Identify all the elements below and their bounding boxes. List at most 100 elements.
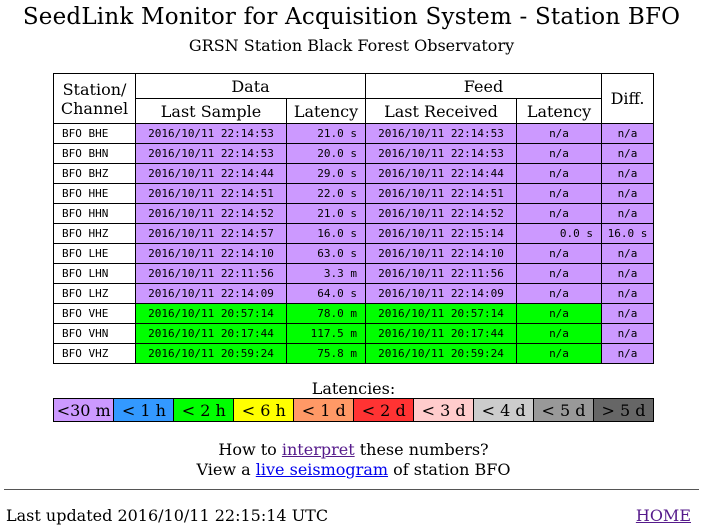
station-cell: BFO BHE [53, 123, 136, 144]
text: these numbers? [354, 440, 489, 459]
diff-cell: n/a [601, 343, 654, 364]
last-sample-cell: 2016/10/11 22:14:44 [135, 163, 287, 184]
help-links: How to interpret these numbers? View a l… [0, 440, 703, 480]
legend-item: < 3 d [413, 398, 475, 422]
last-sample-cell: 2016/10/11 20:17:44 [135, 323, 287, 344]
last-received-cell: 2016/10/11 22:14:44 [365, 163, 517, 184]
last-received-cell: 2016/10/11 22:14:53 [365, 123, 517, 144]
diff-cell: n/a [601, 143, 654, 164]
last-updated: Last updated 2016/10/11 22:15:14 UTC [6, 506, 329, 525]
diff-cell: n/a [601, 163, 654, 184]
table-row: BFO LHE 2016/10/11 22:14:10 63.0 s 2016/10/… [53, 243, 654, 264]
table-row: BFO LHN 2016/10/11 22:11:56 3.3 m 2016/10/1… [53, 263, 654, 284]
last-sample-cell: 2016/10/11 22:14:53 [135, 143, 287, 164]
last-sample-cell: 2016/10/11 20:59:24 [135, 343, 287, 364]
station-cell: BFO HHZ [53, 223, 136, 244]
legend-item: < 4 d [473, 398, 535, 422]
latency-cell: 29.0 s [286, 163, 366, 184]
text: View a [196, 460, 256, 479]
latency-cell: 75.8 m [286, 343, 366, 364]
last-sample-cell: 2016/10/11 22:14:57 [135, 223, 287, 244]
last-received-cell: 2016/10/11 20:59:24 [365, 343, 517, 364]
last-sample-cell: 2016/10/11 22:14:53 [135, 123, 287, 144]
interpret-link[interactable]: interpret [281, 440, 355, 459]
header-feed: Feed [365, 73, 602, 99]
feed-latency-cell: n/a [516, 343, 602, 364]
header-last-received: Last Received [365, 98, 517, 124]
diff-cell: n/a [601, 123, 654, 144]
divider [4, 489, 699, 490]
page-subtitle: GRSN Station Black Forest Observatory [188, 36, 515, 55]
diff-cell: n/a [601, 323, 654, 344]
last-received-cell: 2016/10/11 22:14:09 [365, 283, 517, 304]
last-sample-cell: 2016/10/11 22:11:56 [135, 263, 287, 284]
latency-table: Station/Channel Data Feed Diff. Last Sam… [53, 73, 654, 364]
last-received-cell: 2016/10/11 22:14:10 [365, 243, 517, 264]
latency-cell: 22.0 s [286, 183, 366, 204]
station-cell: BFO HHN [53, 203, 136, 224]
diff-cell: n/a [601, 183, 654, 204]
last-received-cell: 2016/10/11 20:57:14 [365, 303, 517, 324]
feed-latency-cell: n/a [516, 143, 602, 164]
latency-cell: 20.0 s [286, 143, 366, 164]
last-received-cell: 2016/10/11 20:17:44 [365, 323, 517, 344]
diff-cell: n/a [601, 263, 654, 284]
latency-cell: 78.0 m [286, 303, 366, 324]
latency-legend: <30 m < 1 h < 2 h < 6 h < 1 d < 2 d < 3 d < 4 d… [52, 398, 654, 422]
header-feed-latency: Latency [516, 98, 602, 124]
text: of station BFO [388, 460, 511, 479]
legend-item: < 2 d [353, 398, 415, 422]
header-latency: Latency [286, 98, 366, 124]
legend-item: < 6 h [233, 398, 295, 422]
table-row: BFO VHN 2016/10/11 20:17:44 117.5 m 2016/10… [53, 323, 654, 344]
feed-latency-cell: n/a [516, 263, 602, 284]
feed-latency-cell: n/a [516, 303, 602, 324]
last-received-cell: 2016/10/11 22:14:53 [365, 143, 517, 164]
table-row: BFO VHZ 2016/10/11 20:59:24 75.8 m 2016/10/… [53, 343, 654, 364]
legend-item: > 5 d [593, 398, 654, 422]
last-received-cell: 2016/10/11 22:14:52 [365, 203, 517, 224]
station-cell: BFO BHN [53, 143, 136, 164]
station-cell: BFO VHE [53, 303, 136, 324]
table-row: BFO BHE 2016/10/11 22:14:53 21.0 s 2016/10/… [53, 123, 654, 144]
table-row: BFO BHZ 2016/10/11 22:14:44 29.0 s 2016/10/… [53, 163, 654, 184]
latency-cell: 21.0 s [286, 123, 366, 144]
last-received-cell: 2016/10/11 22:14:51 [365, 183, 517, 204]
diff-cell: n/a [601, 243, 654, 264]
latency-cell: 3.3 m [286, 263, 366, 284]
text: How to [218, 440, 282, 459]
station-cell: BFO LHE [53, 243, 136, 264]
header-data: Data [135, 73, 366, 99]
live-seismogram-link[interactable]: live seismogram [255, 460, 389, 479]
feed-latency-cell: n/a [516, 283, 602, 304]
legend-item: < 1 h [113, 398, 175, 422]
table-row: BFO HHZ 2016/10/11 22:14:57 16.0 s 2016/10/… [53, 223, 654, 244]
station-cell: BFO BHZ [53, 163, 136, 184]
last-received-cell: 2016/10/11 22:15:14 [365, 223, 517, 244]
table-row: BFO HHN 2016/10/11 22:14:52 21.0 s 2016/10/… [53, 203, 654, 224]
legend-item: < 5 d [533, 398, 595, 422]
diff-cell: n/a [601, 303, 654, 324]
legend-item: <30 m [52, 398, 115, 422]
feed-latency-cell: n/a [516, 243, 602, 264]
home-link[interactable]: HOME [635, 506, 691, 525]
feed-latency-cell: n/a [516, 183, 602, 204]
station-cell: BFO LHN [53, 263, 136, 284]
last-sample-cell: 2016/10/11 22:14:51 [135, 183, 287, 204]
last-sample-cell: 2016/10/11 22:14:09 [135, 283, 287, 304]
station-cell: BFO HHE [53, 183, 136, 204]
legend-item: < 2 h [173, 398, 235, 422]
feed-latency-cell: n/a [516, 203, 602, 224]
header-diff: Diff. [601, 73, 654, 124]
feed-latency-cell: n/a [516, 123, 602, 144]
latency-cell: 16.0 s [286, 223, 366, 244]
station-cell: BFO VHN [53, 323, 136, 344]
latency-cell: 64.0 s [286, 283, 366, 304]
table-row: BFO VHE 2016/10/11 20:57:14 78.0 m 2016/10/… [53, 303, 654, 324]
table-row: BFO HHE 2016/10/11 22:14:51 22.0 s 2016/10/… [53, 183, 654, 204]
feed-latency-cell: n/a [516, 163, 602, 184]
last-sample-cell: 2016/10/11 22:14:10 [135, 243, 287, 264]
last-sample-cell: 2016/10/11 22:14:52 [135, 203, 287, 224]
station-cell: BFO VHZ [53, 343, 136, 364]
latency-cell: 21.0 s [286, 203, 366, 224]
